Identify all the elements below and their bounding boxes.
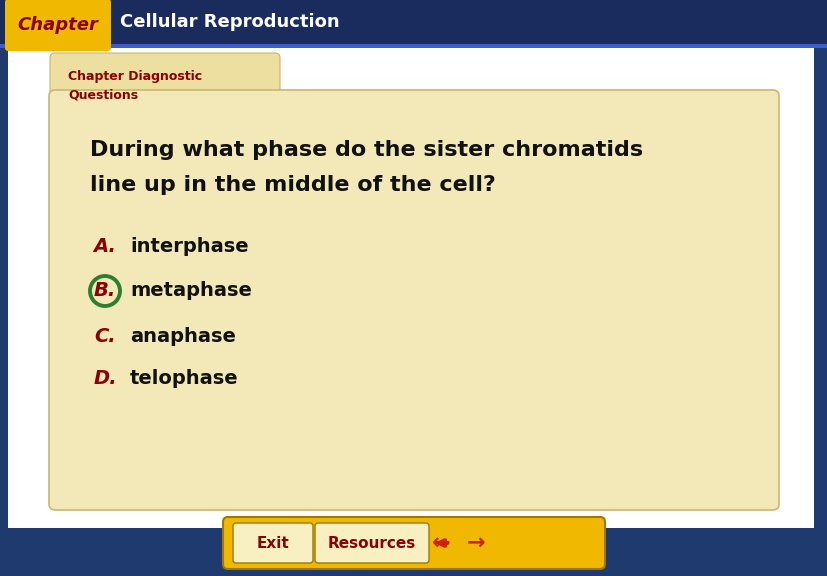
- Text: interphase: interphase: [130, 237, 248, 256]
- FancyBboxPatch shape: [314, 523, 428, 563]
- Text: →: →: [466, 533, 485, 553]
- Text: Chapter Diagnostic
Questions: Chapter Diagnostic Questions: [68, 70, 202, 101]
- FancyBboxPatch shape: [8, 48, 813, 528]
- FancyBboxPatch shape: [0, 0, 827, 45]
- Text: ←: ←: [431, 533, 450, 553]
- Text: metaphase: metaphase: [130, 282, 251, 301]
- FancyBboxPatch shape: [49, 90, 778, 510]
- Text: Cellular Reproduction: Cellular Reproduction: [120, 13, 339, 31]
- Text: C.: C.: [94, 327, 116, 346]
- FancyBboxPatch shape: [0, 44, 827, 48]
- Text: D.: D.: [93, 369, 117, 388]
- Text: B.: B.: [93, 282, 116, 301]
- FancyBboxPatch shape: [222, 517, 605, 569]
- Text: Chapter: Chapter: [17, 16, 98, 34]
- FancyBboxPatch shape: [232, 523, 313, 563]
- Text: anaphase: anaphase: [130, 327, 236, 346]
- Text: Exit: Exit: [256, 536, 289, 551]
- Text: A.: A.: [93, 237, 117, 256]
- Text: During what phase do the sister chromatids: During what phase do the sister chromati…: [90, 140, 643, 160]
- Text: Resources: Resources: [327, 536, 416, 551]
- Text: line up in the middle of the cell?: line up in the middle of the cell?: [90, 175, 495, 195]
- FancyBboxPatch shape: [5, 0, 111, 51]
- Text: telophase: telophase: [130, 369, 238, 388]
- FancyBboxPatch shape: [50, 53, 280, 111]
